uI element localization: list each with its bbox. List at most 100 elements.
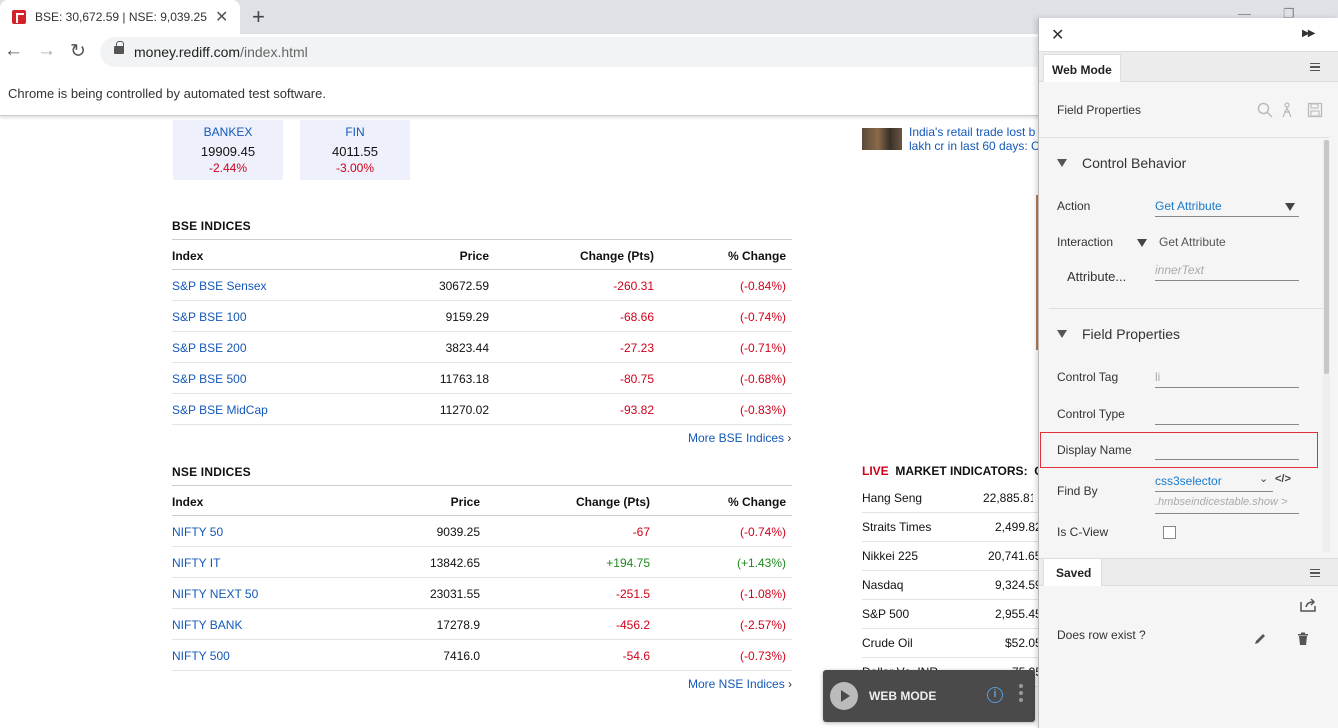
chevron-down-icon[interactable]: ⌄: [1259, 473, 1269, 485]
trash-icon[interactable]: [1297, 632, 1309, 646]
is-cview-label: Is C-View: [1057, 525, 1109, 539]
display-name-field[interactable]: [1155, 438, 1299, 460]
menu-icon[interactable]: [1310, 569, 1320, 577]
nse-indices-title: NSE INDICES: [172, 465, 251, 479]
more-nse-indices-link[interactable]: More NSE Indices: [688, 677, 792, 691]
panel-scrollbar-thumb[interactable]: [1324, 140, 1329, 374]
table-row: S&P BSE 500 11763.18 -80.75 (-0.68%): [172, 363, 792, 394]
indicator-row: Nikkei 225 20,741.65: [862, 542, 1042, 571]
control-type-field[interactable]: [1155, 403, 1299, 425]
display-name-highlight: [1040, 432, 1318, 468]
indicator-row: S&P 500 2,955.45: [862, 600, 1042, 629]
collapse-panel-icon[interactable]: ▶▶: [1302, 28, 1315, 39]
back-icon[interactable]: ←: [4, 40, 23, 61]
table-row: S&P BSE 100 9159.29 -68.66 (-0.74%): [172, 301, 792, 332]
indicator-row: Hang Seng 22,885.81: [862, 484, 1042, 513]
action-value: Get Attribute: [1155, 199, 1222, 213]
menu-icon[interactable]: [1310, 63, 1320, 71]
market-indicators-title: LIVE MARKET INDICATORS: C: [862, 464, 1043, 478]
search-icon[interactable]: [1257, 102, 1273, 118]
index-link[interactable]: S&P BSE MidCap: [172, 403, 268, 417]
table-row: S&P BSE 200 3823.44 -27.23 (-0.71%): [172, 332, 792, 363]
bse-indices-title: BSE INDICES: [172, 219, 251, 233]
table-row: NIFTY BANK 17278.9 -456.2 (-2.57%): [172, 609, 792, 640]
index-link[interactable]: NIFTY BANK: [172, 618, 243, 632]
index-card-fin[interactable]: FIN 4011.55 -3.00%: [300, 120, 410, 180]
url-field[interactable]: money.rediff.com/index.html: [100, 37, 1100, 67]
news-thumbnail[interactable]: [862, 128, 902, 150]
field-properties-section-toggle[interactable]: Field Properties: [1057, 326, 1180, 342]
table-row: NIFTY NEXT 50 23031.55 -251.5 (-1.08%): [172, 578, 792, 609]
divider: [1049, 308, 1329, 309]
export-icon[interactable]: [1299, 598, 1317, 612]
news-line-1: India's retail trade lost b: [909, 125, 1036, 139]
index-link[interactable]: S&P BSE Sensex: [172, 279, 267, 293]
attribute-field[interactable]: innerText: [1155, 259, 1299, 281]
url-path: /index.html: [240, 44, 308, 60]
index-link[interactable]: S&P BSE 200: [172, 341, 247, 355]
index-link[interactable]: NIFTY 50: [172, 525, 224, 539]
browser-tab[interactable]: BSE: 30,672.59 | NSE: 9,039.25 - L ✕: [0, 0, 240, 34]
index-link[interactable]: NIFTY NEXT 50: [172, 587, 259, 601]
index-link[interactable]: NIFTY 500: [172, 649, 230, 663]
interaction-label: Interaction: [1057, 235, 1114, 249]
table-row: NIFTY IT 13842.65 +194.75 (+1.43%): [172, 547, 792, 578]
index-pct: (-0.71%): [739, 341, 786, 355]
more-vertical-icon[interactable]: [1019, 684, 1023, 706]
tab-saved[interactable]: Saved: [1043, 559, 1103, 587]
is-cview-checkbox[interactable]: [1163, 526, 1176, 539]
panel-top-bar: ✕ ▶▶: [1039, 18, 1338, 52]
find-by-selector-field[interactable]: .hmbseindicestable.show >: [1155, 492, 1299, 514]
info-icon[interactable]: i: [987, 687, 1003, 703]
maximize-icon[interactable]: ❐: [1283, 6, 1295, 21]
find-by-label: Find By: [1057, 484, 1098, 498]
header-pct: % Change: [727, 495, 786, 509]
bse-indices-table: Index Price Change (Pts) % Change S&P BS…: [172, 239, 792, 425]
index-pct: (-0.83%): [739, 403, 786, 417]
interaction-value[interactable]: Get Attribute: [1159, 235, 1226, 249]
tab-web-mode[interactable]: Web Mode: [1043, 54, 1121, 82]
code-icon[interactable]: </>: [1275, 473, 1291, 485]
news-headline-link[interactable]: India's retail trade lost b lakh cr in l…: [909, 125, 1039, 153]
index-link[interactable]: S&P BSE 100: [172, 310, 247, 324]
header-price: Price: [459, 249, 489, 263]
table-header: Index Price Change (Pts) % Change: [172, 485, 792, 516]
control-tag-field[interactable]: li: [1155, 366, 1299, 388]
indicator-row: Straits Times 2,499.82: [862, 513, 1042, 542]
control-behavior-section-toggle[interactable]: Control Behavior: [1057, 155, 1186, 171]
card-value: 19909.45: [200, 144, 256, 159]
index-change: -67: [632, 525, 650, 539]
index-pct: (-0.74%): [739, 525, 786, 539]
indicator-value: 22,885.81: [983, 491, 1033, 505]
indicator-value: 2,499.82: [995, 520, 1042, 534]
header-pct: % Change: [727, 249, 786, 263]
index-change: +194.75: [606, 556, 650, 570]
find-by-select[interactable]: css3selector: [1155, 470, 1273, 492]
indicator-row: Nasdaq 9,324.59: [862, 571, 1042, 600]
save-icon[interactable]: [1307, 102, 1323, 118]
indicator-name: Hang Seng: [862, 491, 923, 505]
chevron-down-icon[interactable]: [1285, 203, 1295, 211]
header-change: Change (Pts): [579, 249, 654, 263]
saved-item-label[interactable]: Does row exist ?: [1057, 628, 1146, 642]
close-icon[interactable]: ✕: [1051, 27, 1065, 44]
pick-element-icon[interactable]: [1279, 102, 1295, 118]
minimize-icon[interactable]: —: [1238, 6, 1251, 21]
more-bse-indices-link[interactable]: More BSE Indices: [688, 431, 791, 445]
action-select[interactable]: Get Attribute: [1155, 195, 1299, 217]
indicator-name: Straits Times: [862, 520, 932, 534]
play-icon[interactable]: [830, 682, 858, 710]
chevron-down-icon[interactable]: [1137, 239, 1147, 247]
index-link[interactable]: NIFTY IT: [172, 556, 221, 570]
indicator-name: Crude Oil: [862, 636, 913, 650]
tab-close-icon[interactable]: ✕: [215, 9, 229, 26]
card-name: FIN: [345, 125, 365, 139]
index-card-bankex[interactable]: BANKEX 19909.45 -2.44%: [173, 120, 283, 180]
new-tab-icon[interactable]: +: [252, 4, 265, 29]
reload-icon[interactable]: ↻: [70, 41, 86, 62]
saved-list: Does row exist ?: [1039, 586, 1338, 728]
edit-icon[interactable]: [1253, 632, 1267, 646]
forward-icon[interactable]: →: [37, 40, 56, 61]
attribute-label: Attribute...: [1067, 269, 1127, 284]
index-link[interactable]: S&P BSE 500: [172, 372, 247, 386]
